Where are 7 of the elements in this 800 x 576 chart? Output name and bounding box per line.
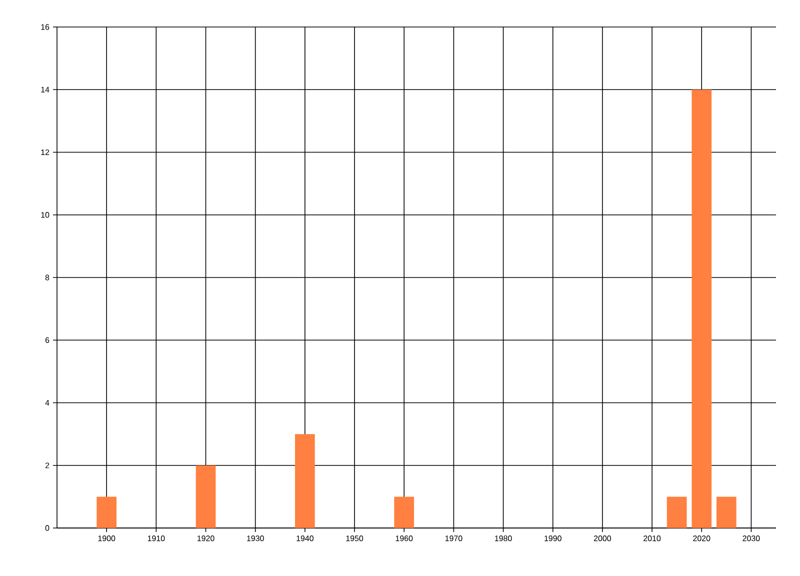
bar <box>394 496 414 528</box>
bar <box>692 90 712 528</box>
bar <box>295 434 315 528</box>
bar <box>196 465 216 528</box>
bar <box>666 496 687 528</box>
bar <box>96 496 117 528</box>
bar <box>716 496 736 528</box>
